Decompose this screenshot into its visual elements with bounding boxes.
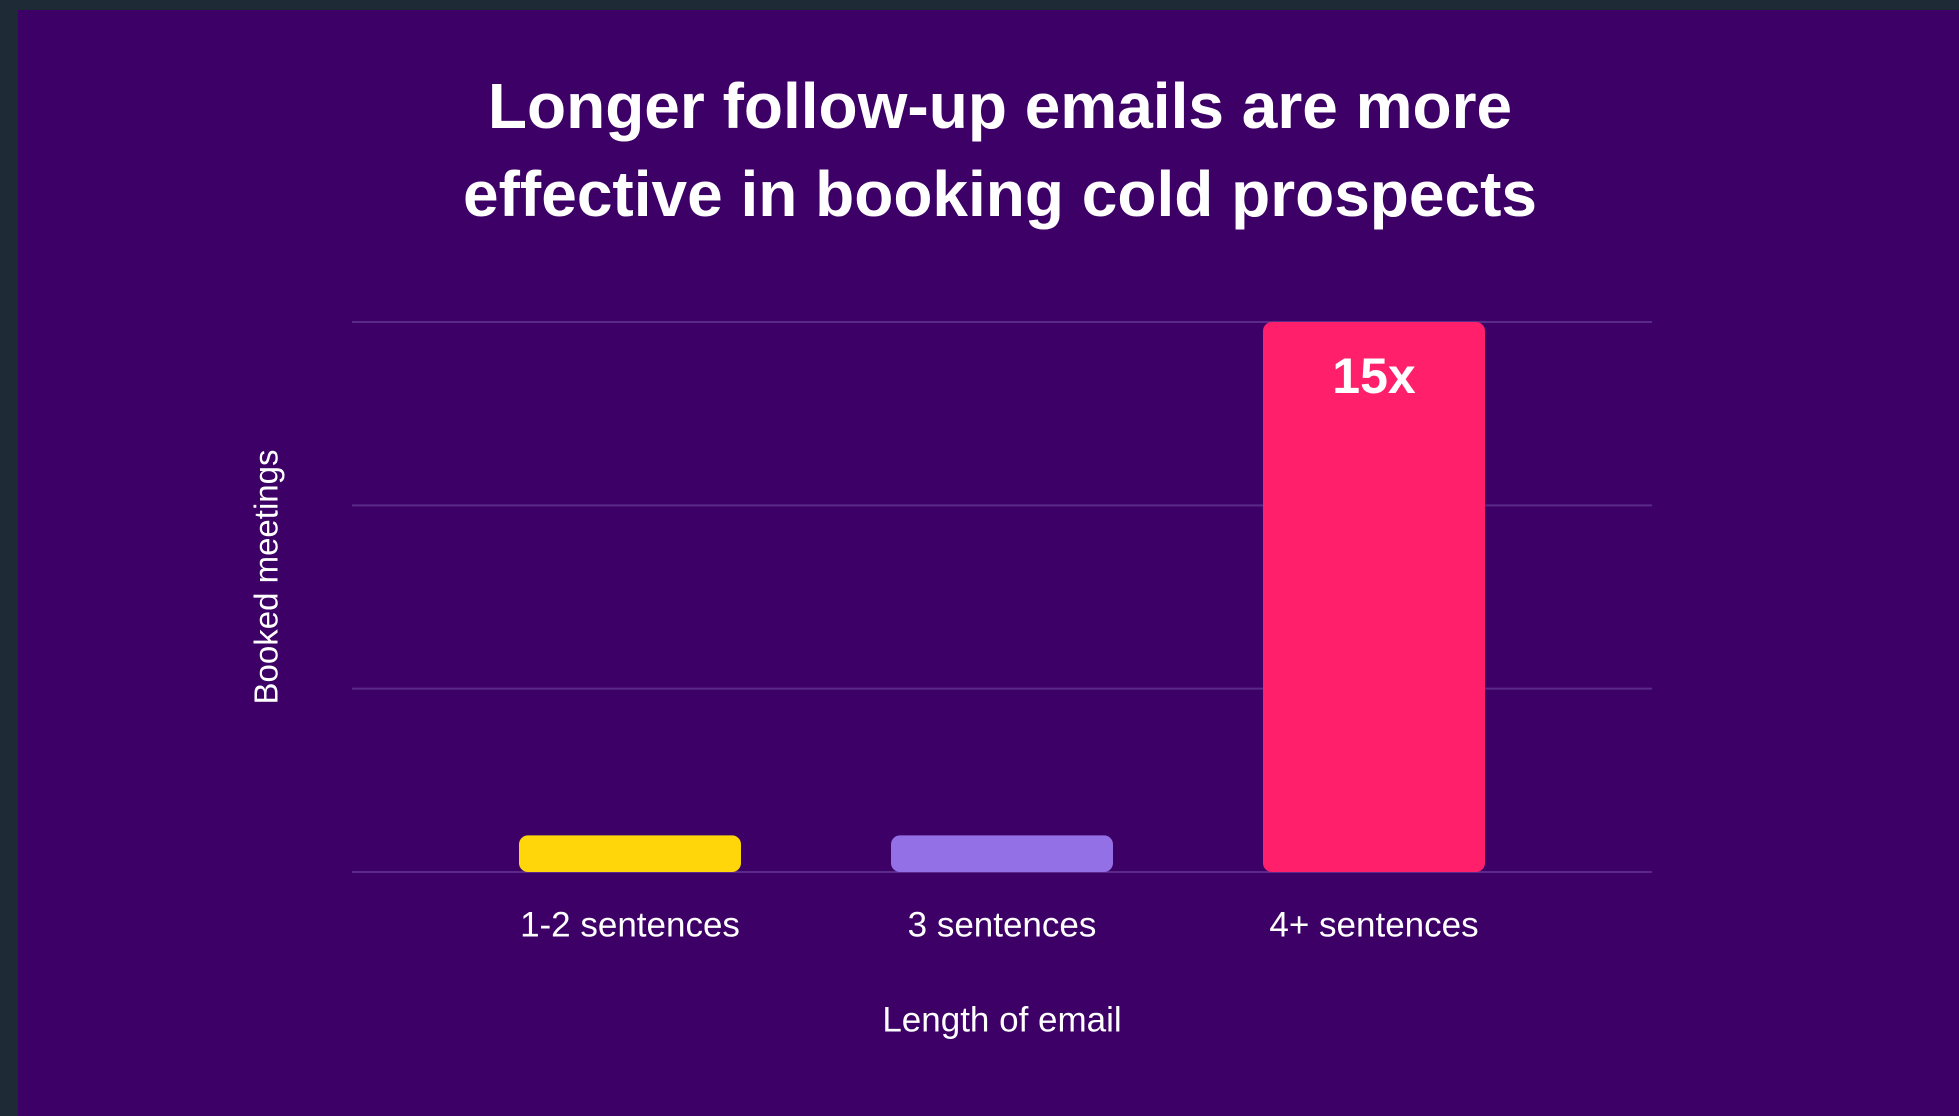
y-axis-label: Booked meetings — [248, 450, 285, 705]
bar — [1263, 322, 1485, 872]
x-tick-label: 4+ sentences — [1269, 905, 1478, 944]
x-tick-label: 1-2 sentences — [520, 905, 740, 944]
chart-title: Longer follow-up emails are more effecti… — [463, 70, 1537, 230]
x-tick-label: 3 sentences — [908, 905, 1097, 944]
chart-panel — [18, 10, 1959, 1116]
x-axis-label: Length of email — [882, 1000, 1121, 1039]
bar — [891, 835, 1113, 872]
bar — [519, 835, 741, 872]
data-label: 15x — [1332, 348, 1416, 404]
